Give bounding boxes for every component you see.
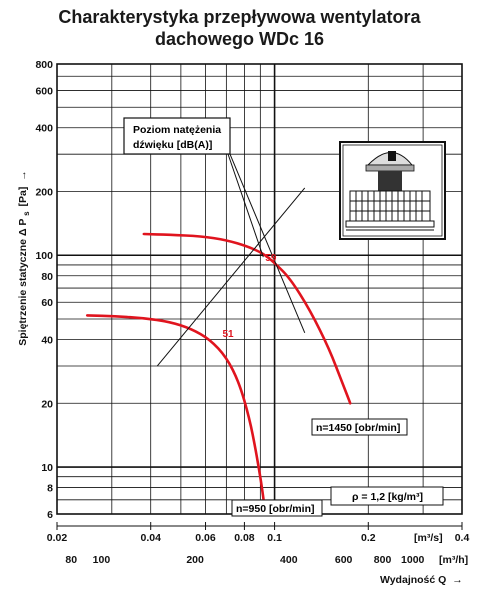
y-axis-title: Spiętrzenie statyczne Δ P s [Pa] → (17, 170, 32, 346)
y-axis-title-unit: [Pa] (17, 187, 29, 207)
series-line-1 (85, 314, 267, 511)
fan-illustration (339, 141, 446, 240)
y-tick-label: 100 (35, 250, 53, 262)
y-tick-label: 6 (47, 509, 53, 521)
x-tick-label-mh: 400 (280, 554, 298, 566)
sound-annotation-1: 51 (222, 329, 234, 340)
sound-lines: 59 51 (156, 145, 306, 367)
x-axis-title-arrow: → (452, 574, 463, 586)
series-curves (85, 232, 352, 511)
y-tick-label: 80 (41, 271, 53, 283)
x-tick-label-mh: 800 (374, 554, 392, 566)
sound-level-label-line2: dźwięku [dB(A)] (133, 139, 212, 151)
series-label-950-text: n=950 [obr/min] (236, 503, 314, 515)
x-axis-title: Wydajność Q → (380, 574, 463, 586)
y-axis-title-arrow: → (17, 170, 29, 181)
y-axis-title-sub: s (22, 211, 31, 216)
x-tick-label-mh: 100 (93, 554, 111, 566)
x-tick-label-mh: 600 (335, 554, 353, 566)
y-tick-label: 200 (35, 186, 53, 198)
y-tick-label: 8 (47, 483, 53, 495)
chart-title-line1: Charakterystyka przepływowa wentylatora (58, 7, 421, 27)
series-line-0 (142, 232, 352, 405)
x-tick-label-mh: 200 (186, 554, 204, 566)
y-tick-label: 60 (41, 297, 53, 309)
x-unit-ms: [m³/s] (414, 532, 443, 544)
y-tick-label: 800 (35, 59, 53, 71)
x-tick-label-mh: 1000 (401, 554, 425, 566)
sound-line-1 (225, 145, 306, 334)
x-tick-label-ms: 0.4 (455, 532, 470, 544)
y-tick-label: 20 (41, 398, 53, 410)
x-axis-title-main: Wydajność Q (380, 574, 446, 586)
density-label-box: ρ = 1,2 [kg/m³] (330, 486, 444, 506)
grid-lines (57, 63, 462, 514)
y-tick-label: 40 (41, 335, 53, 347)
x-unit-mh: [m³/h] (439, 554, 468, 566)
x-tick-label-ms: 0.08 (234, 532, 255, 544)
series-label-950: n=950 [obr/min] (231, 499, 323, 517)
sound-line-0 (156, 187, 306, 367)
chart-title-line2: dachowego WDc 16 (154, 29, 325, 49)
sound-annotation-0: 59 (265, 253, 277, 264)
tick-labels: 6 8 10 20 40 60 80 100 200 400 600 800 0.02 0.04 0.06 0… (35, 59, 469, 566)
x-tick-label-ms: 0.2 (361, 532, 376, 544)
x-tick-label-mh: 80 (65, 554, 77, 566)
plot-frame (56, 63, 463, 515)
y-tick-label: 400 (35, 123, 53, 135)
x-tick-label-ms: 0.04 (140, 532, 161, 544)
sound-leader-line (227, 153, 264, 258)
density-label: ρ = 1,2 [kg/m³] (352, 491, 423, 503)
svg-text:Spiętrzenie statyczne Δ P: Spiętrzenie statyczne Δ P s [Pa] → (17, 170, 32, 346)
sound-level-label-line1: Poziom natężenia (133, 124, 221, 136)
y-tick-label: 600 (35, 85, 53, 97)
y-axis-title-main: Spiętrzenie statyczne Δ P (17, 219, 29, 346)
x-tick-label-ms: 0.02 (47, 532, 68, 544)
x-tick-label-ms: 0.1 (267, 532, 282, 544)
x-tick-label-ms: 0.06 (195, 532, 216, 544)
series-label-1450: n=1450 [obr/min] (311, 418, 408, 436)
sound-level-box: Poziom natężenia dźwięku [dB(A)] (123, 117, 231, 155)
y-tick-label: 10 (41, 462, 53, 474)
series-label-1450-text: n=1450 [obr/min] (316, 422, 400, 434)
